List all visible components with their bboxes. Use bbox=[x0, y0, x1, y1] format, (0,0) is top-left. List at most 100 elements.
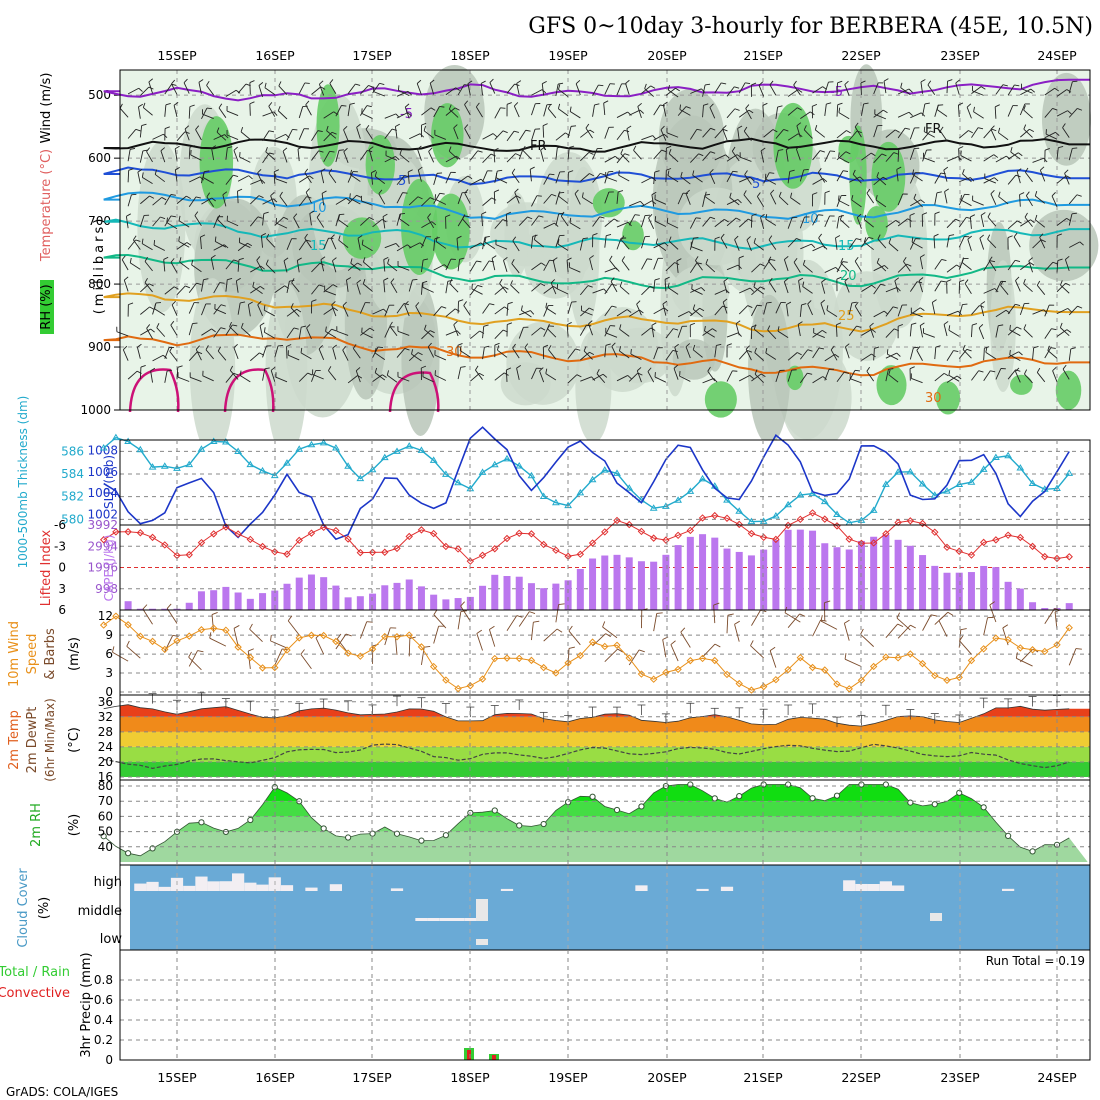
upper-wind-barb-flag bbox=[796, 238, 802, 241]
upper-wind-barb bbox=[946, 156, 959, 162]
upper-wind-barb bbox=[512, 347, 520, 359]
upper-wind-barb bbox=[499, 283, 508, 294]
upper-wind-barb-flag bbox=[1051, 328, 1057, 331]
upper-wind-barb-flag bbox=[524, 343, 529, 348]
upper-wind-barb-flag bbox=[128, 302, 134, 306]
upper-wind-barb-flag bbox=[894, 277, 900, 282]
wind-barb-flag bbox=[188, 651, 192, 658]
upper-wind-barb-flag bbox=[1015, 303, 1021, 307]
upper-wind-barb-flag bbox=[751, 213, 757, 217]
upper-wind-barb-flag bbox=[211, 254, 216, 259]
cape-bar bbox=[527, 583, 535, 610]
upper-wind-barb bbox=[361, 332, 373, 339]
upper-wind-barb-flag bbox=[639, 109, 644, 114]
upper-wind-barb-flag bbox=[591, 376, 596, 381]
upper-wind-barb-flag bbox=[415, 302, 420, 307]
upper-wind-barb bbox=[765, 178, 777, 185]
lifted-index-marker bbox=[112, 528, 120, 536]
lifted-index-marker bbox=[1065, 553, 1073, 561]
upper-wind-barb-flag bbox=[844, 371, 850, 374]
upper-wind-barb-flag bbox=[988, 256, 993, 262]
upper-wind-barb bbox=[176, 285, 186, 295]
upper-wind-barb bbox=[541, 83, 545, 96]
upper-wind-barb-flag bbox=[1040, 239, 1046, 243]
upper-wind-barb-flag bbox=[512, 236, 517, 242]
wind-barb bbox=[359, 621, 368, 639]
upper-wind-barb-flag bbox=[557, 146, 563, 149]
upper-wind-barb bbox=[518, 147, 524, 160]
upper-wind-barb-flag bbox=[238, 257, 244, 261]
rh-shade bbox=[780, 344, 852, 451]
upper-wind-barb bbox=[1024, 373, 1033, 384]
upper-wind-barb bbox=[166, 222, 178, 230]
upper-wind-barb-flag bbox=[330, 234, 335, 239]
upper-wind-barb bbox=[1019, 103, 1026, 116]
upper-wind-barb bbox=[555, 84, 559, 97]
upper-wind-barb bbox=[127, 129, 137, 139]
top-date-18SEP: 18SEP bbox=[450, 48, 490, 63]
upper-wind-barb bbox=[651, 194, 655, 207]
upper-wind-barb bbox=[156, 327, 166, 337]
upper-wind-barb-flag bbox=[876, 172, 880, 178]
upper-wind-barb bbox=[399, 218, 410, 227]
upper-wind-barb-flag bbox=[503, 256, 508, 261]
upper-wind-barb-flag bbox=[934, 211, 940, 215]
upper-wind-barb bbox=[900, 87, 911, 96]
upper-wind-barb-flag bbox=[366, 105, 372, 108]
upper-wind-barb-flag bbox=[803, 125, 807, 131]
upper-wind-barb-flag bbox=[918, 277, 924, 281]
upper-wind-barb bbox=[1044, 304, 1050, 317]
upper-wind-barb bbox=[217, 350, 227, 361]
upper-wind-barb bbox=[689, 129, 698, 140]
upper-wind-barb bbox=[359, 105, 368, 116]
upper-wind-barb-flag bbox=[491, 255, 497, 259]
upper-wind-barb-flag bbox=[547, 103, 552, 109]
upper-wind-barb bbox=[664, 279, 667, 292]
lifted-index-marker bbox=[454, 545, 462, 553]
upper-wind-barb-flag bbox=[845, 343, 850, 348]
upper-wind-barb-flag bbox=[655, 238, 658, 244]
upper-wind-barb bbox=[434, 374, 447, 381]
upper-wind-barb bbox=[558, 195, 569, 204]
cape-bar bbox=[772, 540, 780, 610]
upper-wind-barb bbox=[873, 109, 884, 118]
wind-barb bbox=[1068, 648, 1077, 666]
upper-wind-barb-flag bbox=[807, 349, 813, 352]
upper-wind-barb-flag bbox=[477, 150, 483, 153]
upper-level-700: 700 bbox=[88, 214, 111, 228]
upper-wind-barb bbox=[922, 130, 931, 141]
upper-wind-barb bbox=[799, 304, 802, 317]
upper-wind-barb bbox=[709, 107, 716, 119]
upper-wind-barb bbox=[1020, 219, 1031, 227]
upper-wind-barb-flag bbox=[150, 328, 155, 333]
upper-wind-barb bbox=[163, 259, 166, 272]
upper-wind-barb bbox=[475, 106, 483, 118]
upper-wind-barb-flag bbox=[520, 305, 523, 311]
wind-barb-flag bbox=[896, 612, 901, 619]
upper-wind-barb-flag bbox=[991, 128, 997, 132]
upper-wind-barb bbox=[318, 348, 325, 361]
upper-wind-barb bbox=[522, 150, 532, 160]
upper-wind-barb-flag bbox=[129, 257, 132, 264]
wind-speed-marker bbox=[124, 621, 132, 629]
wind-speed-marker bbox=[1028, 646, 1037, 654]
upper-wind-barb-flag bbox=[596, 369, 600, 374]
upper-wind-barb bbox=[762, 105, 765, 118]
upper-wind-barb-flag bbox=[651, 191, 657, 196]
upper-wind-barb bbox=[983, 370, 991, 382]
upper-wind-barb-flag bbox=[1039, 233, 1044, 238]
upper-wind-barb-flag bbox=[667, 170, 670, 176]
wind-speed-marker bbox=[368, 645, 377, 653]
upper-wind-barb bbox=[604, 155, 616, 163]
upper-wind-barb bbox=[927, 84, 936, 96]
upper-wind-barb bbox=[384, 156, 396, 163]
upper-wind-barb-flag bbox=[195, 125, 200, 130]
upper-wind-barb bbox=[860, 82, 862, 95]
upper-wind-barb bbox=[286, 238, 293, 250]
upper-wind-barb bbox=[428, 151, 435, 163]
upper-wind-barb-flag bbox=[216, 127, 220, 133]
upper-wind-barb-flag bbox=[154, 169, 158, 175]
temp-contour-label-t15: 15 bbox=[310, 239, 327, 254]
upper-wind-barb bbox=[798, 280, 801, 293]
